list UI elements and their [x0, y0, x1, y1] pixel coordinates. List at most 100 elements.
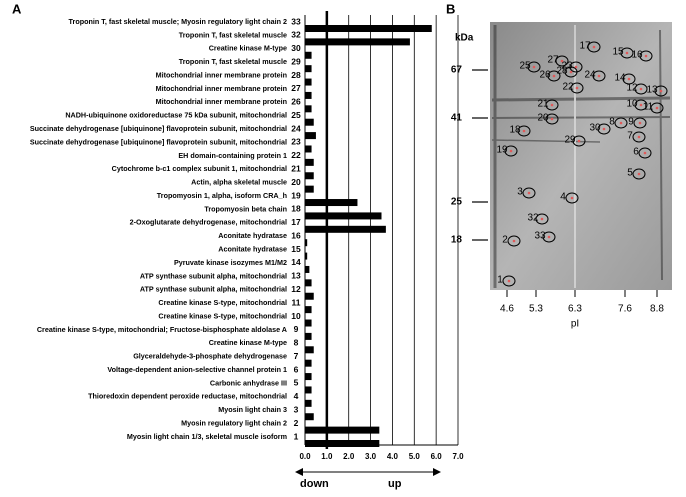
pi-label: 5.3: [529, 304, 543, 315]
spot-number: 11: [292, 297, 301, 307]
y-tick-label: Thioredoxin dependent peroxide reductase…: [88, 392, 287, 401]
spot-label: 21: [537, 99, 549, 110]
y-tick-label: Voltage-dependent anion-selective channe…: [107, 365, 287, 374]
y-tick-label: Creatine kinase M-type: [209, 338, 287, 347]
spot-label: 25: [519, 61, 531, 72]
y-tick-label: Succinate dehydrogenase [ubiquinone] fla…: [30, 137, 287, 146]
x-label: pI: [571, 319, 579, 330]
spot-dot: [574, 65, 578, 69]
spot-label: 26: [539, 70, 551, 81]
spot-dot: [638, 121, 642, 125]
spot-label: 12: [626, 83, 638, 94]
spot-dot: [637, 172, 641, 176]
y-tick-label: Tropomyosin 1, alpha, isoform CRA_h: [157, 191, 287, 200]
y-tick-label: Creatine kinase S-type, mitochondrial; F…: [37, 325, 287, 334]
spot-dot: [627, 77, 631, 81]
spot-label: 2: [502, 235, 508, 246]
spot-dot: [509, 149, 513, 153]
mw-label: 18: [451, 235, 463, 246]
spot-label: 8: [609, 117, 615, 128]
bar: [305, 91, 312, 99]
spot-label: 19: [496, 145, 508, 156]
spot-label: 5: [627, 168, 633, 179]
y-tick-label: ATP synthase subunit alpha, mitochondria…: [140, 285, 287, 294]
bar: [305, 145, 312, 153]
spot-number: 30: [291, 43, 301, 53]
spot-circle: [572, 135, 586, 147]
spot-dot: [655, 106, 659, 110]
spot-circle: [639, 50, 653, 62]
spot-circle: [634, 99, 648, 111]
spot-label: 4: [560, 192, 566, 203]
spot-dot: [560, 59, 564, 63]
y-tick-label: ATP synthase subunit alpha, mitochondria…: [140, 271, 287, 280]
bar: [305, 78, 312, 86]
spot-dot: [644, 54, 648, 58]
y-tick-label: Creatine kinase M-type: [209, 44, 287, 53]
bar: [305, 239, 308, 247]
spot-circle: [564, 66, 578, 78]
y-tick-label: Myosin light chain 1/3, skeletal muscle …: [127, 432, 287, 441]
spot-dot: [507, 279, 511, 283]
spot-dot: [512, 239, 516, 243]
annotation: down: [300, 478, 329, 490]
spot-dot: [577, 139, 581, 143]
y-tick-label: Troponin T, fast skeletal muscle: [179, 57, 287, 66]
y-tick-label: Myosin regulatory light chain 2: [181, 419, 287, 428]
x-tick-label: 2.0: [343, 452, 355, 461]
spot-circle: [592, 70, 606, 82]
spot-number: 7: [294, 351, 299, 361]
pi-label: 6.3: [568, 304, 582, 315]
spot-dot: [637, 135, 641, 139]
spot-label: 16: [631, 50, 643, 61]
spot-dot: [639, 87, 643, 91]
bar: [305, 118, 314, 126]
spot-number: 33: [291, 16, 301, 26]
y-tick-label: Actin, alpha skeletal muscle: [191, 178, 287, 187]
spot-dot: [552, 74, 556, 78]
y-tick-label: Cytochrome b-c1 complex subunit 1, mitoc…: [112, 164, 287, 173]
spot-dot: [570, 196, 574, 200]
spot-number: 13: [291, 271, 301, 281]
y-tick-label: Troponin T, fast skeletal muscle: [179, 30, 287, 39]
spot-circle: [654, 85, 668, 97]
spot-dot: [522, 129, 526, 133]
bar: [305, 199, 358, 207]
spot-number: 8: [294, 338, 299, 348]
spot-number: 19: [291, 190, 301, 200]
x-tick-label: 7.0: [452, 452, 464, 461]
y-tick-label: Tropomyosin beta chain: [204, 204, 287, 213]
y-tick-label: Carbonic anhydrase III: [210, 378, 287, 387]
spot-label: 6: [633, 147, 639, 158]
spot-number: 1: [294, 431, 299, 441]
spot-label: 1: [497, 275, 503, 286]
spot-circle: [634, 83, 648, 95]
spot-label: 13: [646, 85, 658, 96]
spot-number: 20: [291, 177, 301, 187]
spot-circle: [545, 99, 559, 111]
spot-label: 3: [517, 187, 523, 198]
bar: [305, 172, 314, 180]
spot-number: 17: [291, 217, 301, 227]
spot-number: 10: [291, 311, 301, 321]
spot-label: 28: [556, 66, 568, 77]
spot-circle: [535, 213, 549, 225]
spot-label: 9: [628, 117, 634, 128]
spot-circle: [597, 123, 611, 135]
y-tick-label: Mitochondrial inner membrane protein: [156, 97, 287, 106]
y-tick-label: EH domain-containing protein 1: [178, 151, 287, 160]
bar: [305, 105, 312, 113]
spot-label: 17: [579, 41, 591, 52]
spot-circle: [542, 231, 556, 243]
spot-number: 23: [291, 137, 301, 147]
bar: [305, 252, 308, 260]
spot-circle: [545, 113, 559, 125]
x-tick-label: 4.0: [387, 452, 399, 461]
spot-circle: [633, 117, 647, 129]
bar: [305, 306, 312, 314]
y-tick-label: Succinate dehydrogenase [ubiquinone] fla…: [30, 124, 287, 133]
y-tick-label: Troponin T, fast skeletal muscle; Myosin…: [69, 17, 287, 26]
y-tick-label: Creatine kinase S-type, mitochondrial: [158, 311, 287, 320]
spot-circle: [622, 73, 636, 85]
x-tick-label: 0.0: [299, 452, 311, 461]
